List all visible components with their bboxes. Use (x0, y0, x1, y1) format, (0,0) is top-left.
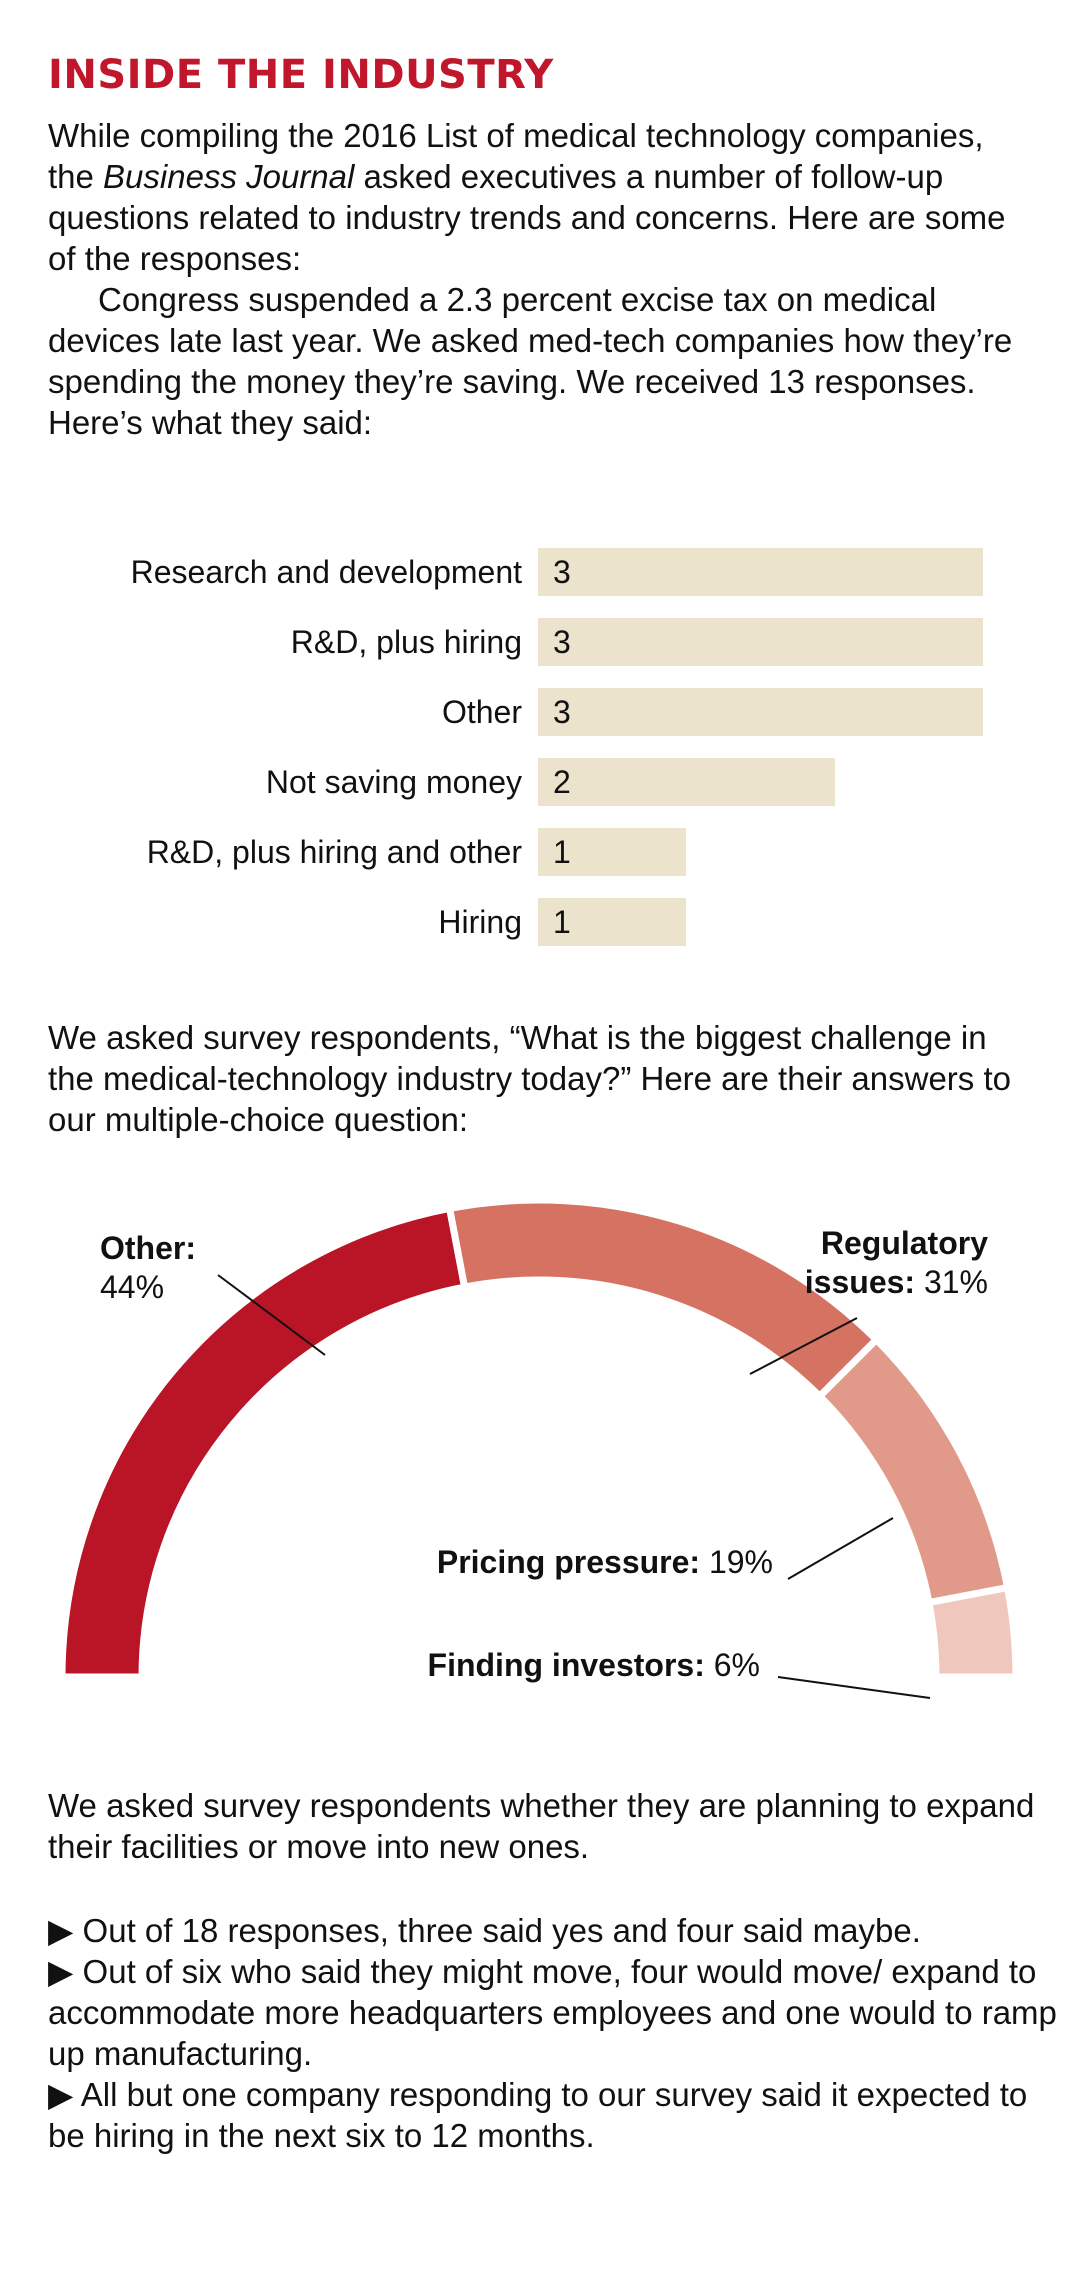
slice-label-other: Other: (100, 1230, 196, 1266)
bar: 3 (538, 618, 983, 666)
bar: 1 (538, 828, 687, 876)
bar-category-label: Hiring (438, 904, 522, 940)
bar-value-label: 3 (553, 694, 571, 730)
slice-value-regulatory: issues: 31% (805, 1264, 988, 1300)
bar-row: R&D, plus hiring and other 1 (0, 828, 1077, 876)
bullet-item: ▶ Out of 18 responses, three said yes an… (48, 1912, 921, 1949)
bar-value-label: 3 (553, 624, 571, 660)
bar: 3 (538, 548, 983, 596)
expansion-bullet-list: ▶ Out of 18 responses, three said yes an… (48, 1910, 1058, 2156)
bar: 3 (538, 688, 983, 736)
slice-label-investors: Finding investors: 6% (428, 1647, 760, 1683)
bar-value-label: 2 (553, 764, 571, 800)
slice-value-other: 44% (100, 1269, 164, 1305)
bar-category-label: R&D, plus hiring (290, 624, 522, 660)
bar-category-label: Other (441, 694, 522, 730)
slice-investors (924, 1583, 1020, 1681)
challenge-question: We asked survey respondents, “What is th… (48, 1019, 1011, 1138)
bullet-item: ▶ All but one company responding to our … (48, 2076, 1028, 2154)
bar-category-label: Research and development (130, 554, 522, 590)
bar-category-label: Not saving money (265, 764, 522, 800)
intro-p1-before: While compiling the 2016 List of medical… (48, 117, 984, 195)
bar-value-label: 3 (553, 554, 571, 590)
leader-line-pricing (787, 1517, 894, 1580)
bar-row: Other 3 (0, 688, 1077, 736)
intro-p1-after: asked executives a number of follow-up q… (48, 158, 1006, 277)
headline: INSIDE THE INDUSTRY (48, 52, 554, 98)
bar-category-label: R&D, plus hiring and other (146, 834, 522, 870)
bar: 2 (538, 758, 835, 806)
leader-line-regulatory (749, 1317, 858, 1375)
bar: 1 (538, 898, 687, 946)
spending-bar-chart: Research and development 3 R&D, plus hirin… (0, 548, 1077, 948)
bar-row: Not saving money 2 (0, 758, 1077, 806)
bar-row: R&D, plus hiring 3 (0, 618, 1077, 666)
slice-pricing (814, 1334, 1012, 1607)
bar-value-label: 1 (553, 834, 571, 870)
expansion-question: We asked survey respondents whether they… (48, 1787, 1035, 1865)
bar-row: Research and development 3 (0, 548, 1077, 596)
leader-line-other (217, 1274, 326, 1356)
bar-value-label: 1 (553, 904, 571, 940)
bar-row: Hiring 1 (0, 898, 1077, 946)
slice-label-pricing: Pricing pressure: 19% (437, 1544, 773, 1580)
intro-publication: Business Journal (103, 158, 355, 195)
intro-text: While compiling the 2016 List of medical… (48, 115, 1038, 443)
leader-line-investors (777, 1676, 931, 1699)
slice-label-regulatory: Regulatory (821, 1225, 988, 1261)
intro-p2: Congress suspended a 2.3 percent excise … (48, 281, 1013, 441)
bullet-item: ▶ Out of six who said they might move, f… (48, 1953, 1057, 2072)
